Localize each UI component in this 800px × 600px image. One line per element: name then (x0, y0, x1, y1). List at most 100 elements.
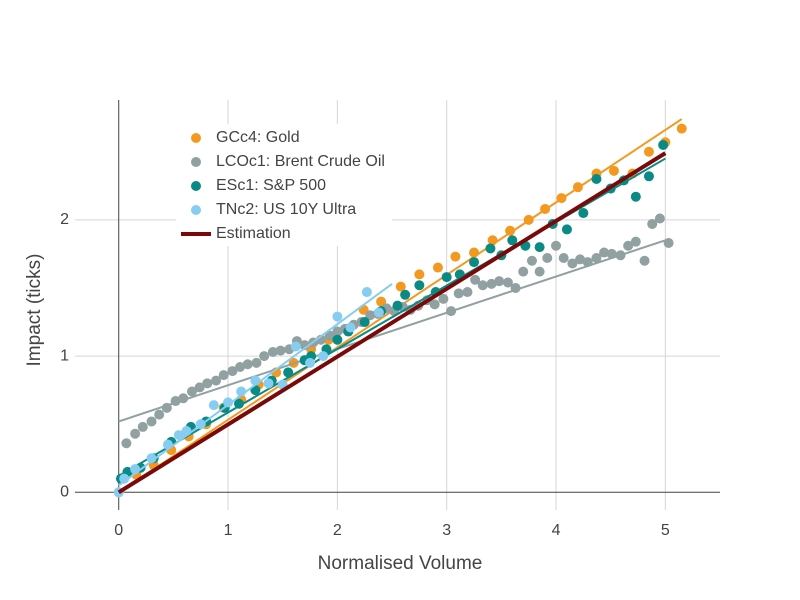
point (414, 280, 425, 291)
point (395, 281, 406, 292)
fit-line (118, 239, 666, 423)
point (137, 421, 148, 432)
point (332, 334, 343, 345)
point (630, 236, 641, 247)
point (227, 366, 238, 377)
point (242, 359, 253, 370)
point (526, 255, 537, 266)
point (438, 293, 449, 304)
y-tick-label: 0 (60, 484, 69, 501)
legend-swatch (191, 157, 201, 167)
y-tick-label: 1 (60, 347, 69, 364)
x-tick-label: 2 (333, 522, 342, 539)
point (502, 277, 513, 288)
point (453, 288, 464, 299)
point (283, 367, 294, 378)
point (146, 453, 157, 464)
y-axis-title: Impact (ticks) (24, 254, 45, 367)
point (235, 361, 246, 372)
point (599, 247, 610, 258)
y-tick-label: 2 (60, 211, 69, 228)
point (290, 341, 301, 352)
point (575, 254, 586, 265)
point (146, 416, 157, 427)
point (542, 253, 553, 264)
legend-label: ESc1: S&P 500 (216, 177, 326, 194)
point (130, 428, 141, 439)
point (469, 257, 480, 268)
point (365, 310, 376, 321)
point (567, 258, 578, 269)
point (663, 238, 674, 249)
point (414, 269, 425, 280)
point (558, 253, 569, 264)
point (119, 473, 130, 484)
point (654, 213, 665, 224)
point (534, 266, 545, 277)
point (400, 289, 411, 300)
point (441, 272, 452, 283)
point (275, 345, 286, 356)
point (591, 174, 602, 185)
point (578, 208, 589, 219)
point (332, 326, 343, 337)
point (223, 397, 234, 408)
point (462, 287, 473, 298)
point (505, 225, 516, 236)
point (494, 276, 505, 287)
point (450, 251, 461, 262)
point (154, 409, 165, 420)
point (211, 375, 222, 386)
point (359, 317, 370, 328)
point (251, 357, 262, 368)
point (345, 322, 356, 333)
point (658, 139, 669, 150)
x-tick-label: 5 (661, 522, 670, 539)
point (361, 287, 372, 298)
point (376, 296, 387, 307)
point (470, 274, 481, 285)
point (332, 311, 343, 322)
point (507, 235, 518, 246)
point (263, 378, 274, 389)
point (373, 307, 384, 318)
point (121, 438, 132, 449)
legend-label: Estimation (216, 225, 291, 242)
point (429, 299, 440, 310)
point (194, 382, 205, 393)
point (324, 330, 335, 341)
point (485, 243, 496, 254)
legend-swatch (191, 133, 201, 143)
point (305, 357, 316, 368)
point (643, 171, 654, 182)
point (591, 253, 602, 264)
legend-label: TNc2: US 10Y Ultra (216, 201, 356, 218)
legend-label: GCc4: Gold (216, 129, 300, 146)
point (218, 370, 229, 381)
point (208, 400, 219, 411)
point (639, 255, 650, 266)
point (432, 262, 443, 273)
estimation-line (117, 151, 667, 494)
point (486, 278, 497, 289)
point (318, 351, 329, 362)
point (173, 430, 184, 441)
point (233, 398, 244, 409)
legend-box (176, 124, 392, 246)
point (608, 165, 619, 176)
point (551, 240, 562, 251)
legend-swatch (191, 205, 201, 215)
point (676, 123, 687, 134)
point (643, 146, 654, 157)
point (630, 191, 641, 202)
point (267, 346, 278, 357)
point (518, 266, 529, 277)
point (534, 242, 545, 253)
point (186, 386, 197, 397)
point (561, 224, 572, 235)
legend-label: LCOc1: Brent Crude Oil (216, 153, 385, 170)
x-tick-label: 0 (114, 522, 123, 539)
x-tick-label: 3 (442, 522, 451, 539)
x-tick-label: 4 (552, 522, 561, 539)
